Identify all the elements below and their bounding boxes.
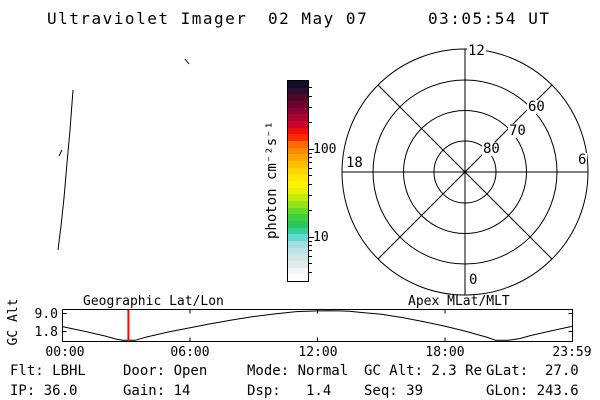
colorbar-band: [288, 234, 308, 241]
page-title: Ultraviolet Imager: [47, 9, 248, 28]
orbit-left-title: Geographic Lat/Lon: [83, 294, 224, 309]
colorbar-band: [288, 87, 308, 95]
orbit-ytick-9: 9.0: [34, 307, 58, 322]
colorbar-tick-label-100: 100: [313, 142, 337, 157]
colorbar-band: [288, 220, 308, 228]
colorbar-band: [288, 134, 308, 141]
colorbar-major-tick: [309, 236, 314, 238]
colorbar-band: [288, 267, 308, 275]
colorbar-band: [288, 247, 308, 255]
colorbar-minor-tick: [309, 86, 312, 88]
orbit-xtick-0000: 00:00: [45, 345, 85, 360]
colorbar: [287, 80, 309, 282]
colorbar-band: [288, 127, 308, 135]
colorbar-band: [288, 80, 308, 88]
status-gain: Gain: 14: [123, 383, 191, 399]
orbit-xtick-0600: 06:00: [170, 345, 210, 360]
orbit-ytick-1p8: 1.8: [34, 325, 58, 340]
colorbar-band: [288, 114, 308, 121]
colorbar-minor-tick: [309, 250, 312, 252]
polar-diagonal-b: [377, 84, 553, 260]
colorbar-minor-tick: [309, 183, 312, 185]
orbit-frame: [62, 309, 573, 342]
status-door: Door: Open: [123, 363, 208, 379]
colorbar-minor-tick: [309, 122, 312, 123]
colorbar-minor-tick: [309, 194, 312, 196]
colorbar-band: [288, 207, 308, 215]
colorbar-band: [288, 140, 308, 148]
status-gcalt: GC Alt: 2.3 Re: [364, 363, 483, 379]
colorbar-band: [288, 254, 308, 261]
limb-speck-0: [58, 149, 63, 157]
colorbar-band: [288, 200, 308, 208]
polar-grid: [341, 48, 589, 296]
colorbar-minor-tick: [309, 168, 312, 170]
colorbar-band: [288, 187, 308, 195]
earth-limb-arc: [57, 89, 74, 251]
orbit-altitude-curve: [62, 310, 573, 341]
colorbar-minor-tick: [309, 157, 312, 159]
colorbar-minor-tick: [309, 262, 312, 264]
colorbar-band: [288, 160, 308, 168]
colorbar-minor-tick: [309, 174, 312, 176]
polar-label-mlt-18: 18: [345, 155, 364, 171]
title-time: 03:05:54 UT: [428, 9, 551, 28]
status-glat: GLat: 27.0: [486, 363, 579, 379]
colorbar-minor-tick: [309, 210, 312, 211]
colorbar-minor-tick: [309, 162, 312, 164]
colorbar-unit-label: photon cm⁻²s⁻¹: [264, 121, 280, 240]
title-date: 02 May 07: [268, 9, 369, 28]
colorbar-band: [288, 260, 308, 268]
colorbar-band: [288, 240, 308, 248]
colorbar-band: [288, 274, 308, 281]
colorbar-minor-tick: [309, 106, 312, 108]
colorbar-band: [288, 214, 308, 221]
colorbar-band: [288, 120, 308, 128]
colorbar-band: [288, 167, 308, 175]
orbit-xtick-1200: 12:00: [298, 345, 338, 360]
status-seq: Seq: 39: [364, 383, 424, 399]
status-glon: GLon: 243.6: [486, 383, 579, 399]
colorbar-minor-tick: [309, 256, 312, 258]
colorbar-band: [288, 174, 308, 181]
orbit-xtick-1800: 18:00: [425, 345, 465, 360]
status-flt: Flt: LBHL: [10, 363, 86, 379]
colorbar-band: [288, 147, 308, 155]
colorbar-minor-tick: [309, 245, 312, 247]
colorbar-band: [288, 107, 308, 115]
status-ip: IP: 36.0: [10, 383, 78, 399]
polar-label-mlt-0: 0: [468, 272, 479, 288]
polar-label-mlat-70: 70: [508, 123, 527, 139]
colorbar-minor-tick: [309, 240, 312, 242]
orbit-box: [62, 309, 573, 342]
status-dsp: Dsp: 1.4: [247, 383, 332, 399]
colorbar-band: [288, 194, 308, 201]
polar-label-mlt-6: 6: [577, 152, 588, 168]
colorbar-band: [288, 180, 308, 188]
colorbar-minor-tick: [309, 95, 312, 97]
colorbar-band: [288, 154, 308, 161]
status-mode: Mode: Normal: [247, 363, 349, 379]
polar-label-mlt-12: 12: [467, 43, 486, 59]
limb-speck-1: [184, 58, 190, 65]
colorbar-minor-tick: [309, 271, 312, 273]
colorbar-tick-label-10: 10: [313, 230, 329, 245]
colorbar-band: [288, 100, 308, 108]
colorbar-major-tick: [309, 148, 314, 150]
polar-label-mlat-60: 60: [527, 99, 546, 115]
colorbar-band: [288, 94, 308, 101]
orbit-right-title: Apex MLat/MLT: [408, 294, 510, 309]
colorbar-minor-tick: [309, 152, 312, 154]
orbit-xtick-2359: 23:59: [552, 345, 592, 360]
polar-label-mlat-80: 80: [482, 141, 501, 157]
orbit-y-axis-label: GC Alt: [6, 298, 21, 346]
colorbar-band: [288, 227, 308, 235]
